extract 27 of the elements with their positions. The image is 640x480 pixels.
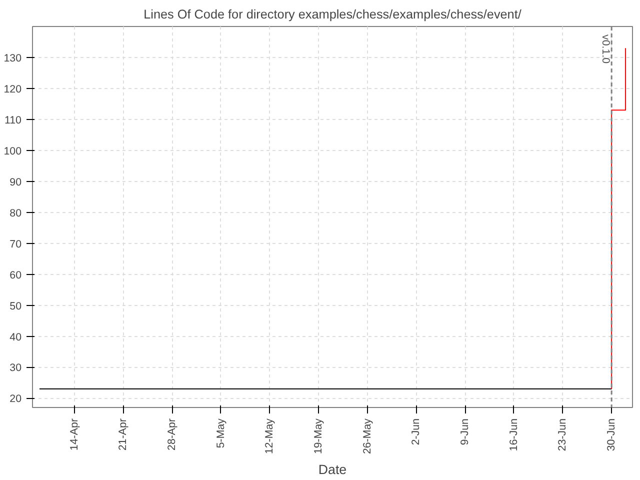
y-tick-label: 70: [10, 238, 22, 250]
y-tick-label: 40: [10, 331, 22, 344]
y-tick-label: 50: [10, 300, 22, 312]
x-tick-label: 14-Apr: [68, 418, 80, 450]
y-tick-label: 130: [4, 52, 22, 64]
x-tick-label: 9-Jun: [459, 418, 472, 446]
x-tick-label: 23-Jun: [556, 418, 569, 452]
chart-subtitle: Lines Of Code for directory examples/chess/examples/chess/event/: [144, 8, 522, 22]
x-tick-label: 19-May: [312, 418, 325, 454]
ref-line-label: v0.1.0: [600, 34, 612, 64]
y-tick-label: 120: [4, 83, 22, 96]
y-tick-label: 30: [10, 362, 22, 374]
y-tick-label: 90: [10, 176, 22, 188]
x-tick-label: 28-Apr: [166, 418, 178, 450]
y-tick-label: 80: [10, 207, 22, 220]
x-tick-label: 30-Jun: [606, 418, 618, 452]
x-tick-label: 26-May: [361, 418, 374, 454]
y-tick-label: 110: [4, 114, 22, 126]
y-tick-label: 20: [10, 393, 22, 406]
x-tick-label: 16-Jun: [508, 418, 520, 452]
x-tick-label: 21-Apr: [117, 418, 130, 450]
y-tick-label: 60: [10, 269, 22, 282]
y-tick-label: 100: [4, 145, 22, 158]
x-tick-label: 2-Jun: [410, 418, 422, 446]
x-tick-label: 12-May: [264, 418, 276, 454]
x-tick-label: 5-May: [214, 418, 227, 448]
x-axis-title: Date: [318, 462, 347, 478]
